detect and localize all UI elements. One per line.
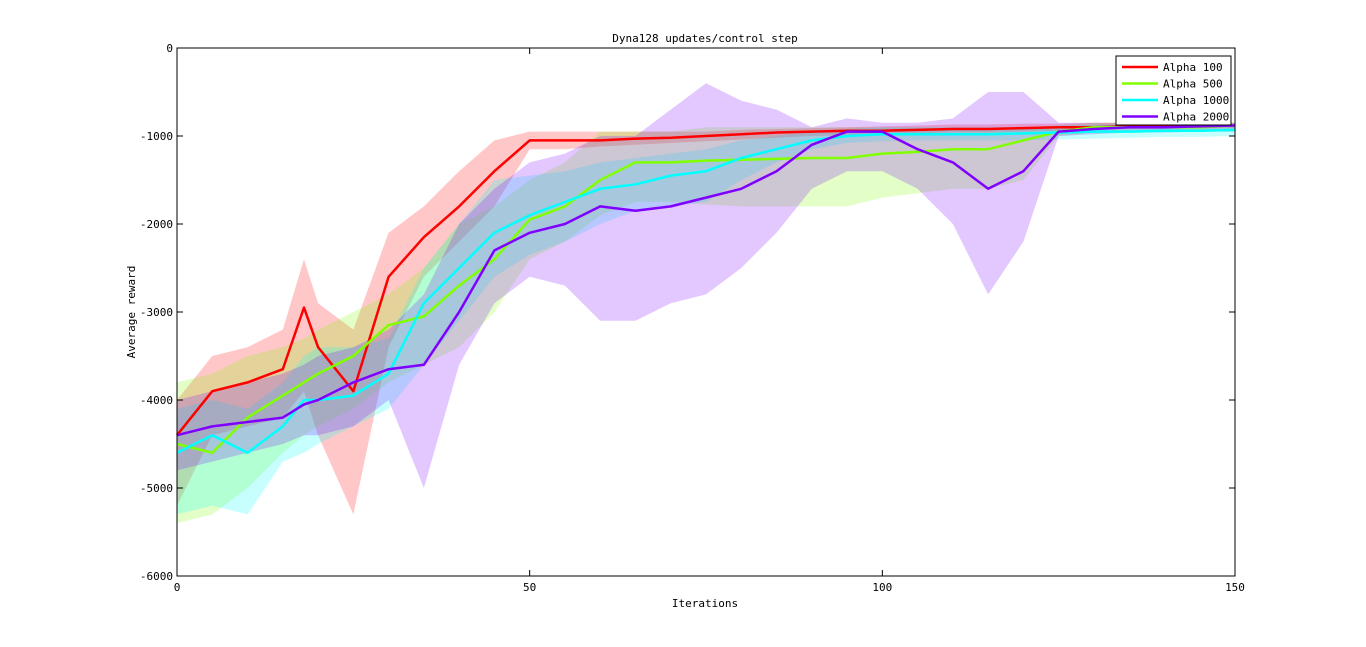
y-tick-label: -5000 <box>140 482 173 495</box>
series-line-0 <box>176 124 1235 436</box>
x-tick-label: 150 <box>1225 581 1245 594</box>
confidence-bands <box>177 83 1235 524</box>
legend-label: Alpha 1000 <box>1163 94 1229 107</box>
series-line-2 <box>176 128 1236 455</box>
x-tick-label: 0 <box>174 581 181 594</box>
band-1 <box>177 122 1235 524</box>
series-lines <box>176 124 1236 455</box>
legend: Alpha 100 Alpha 500 Alpha 1000 Alpha 2000 <box>1115 55 1232 126</box>
legend-label: Alpha 100 <box>1163 61 1223 74</box>
x-tick-label: 100 <box>872 581 892 594</box>
y-tick-label: -2000 <box>140 218 173 231</box>
series-line-3 <box>176 124 1236 437</box>
y-tick-label: 0 <box>166 42 173 55</box>
band-2 <box>177 123 1235 515</box>
x-axis-label: Iterations <box>672 597 738 610</box>
chart-title: Dyna128 updates/control step <box>612 32 797 45</box>
legend-label: Alpha 2000 <box>1163 111 1229 124</box>
y-tick-label: -1000 <box>140 130 173 143</box>
y-tick-label: -3000 <box>140 306 173 319</box>
legend-label: Alpha 500 <box>1163 78 1223 91</box>
y-tick-label: -4000 <box>140 394 173 407</box>
axis-ticks: 0 50 100 150 0 -1000 -2000 -3000 -4000 -5000 -6000 <box>140 42 1245 594</box>
y-axis-label: Average reward <box>125 266 138 359</box>
x-tick-label: 50 <box>523 581 536 594</box>
band-3 <box>177 83 1235 488</box>
y-tick-label: -6000 <box>140 570 173 583</box>
